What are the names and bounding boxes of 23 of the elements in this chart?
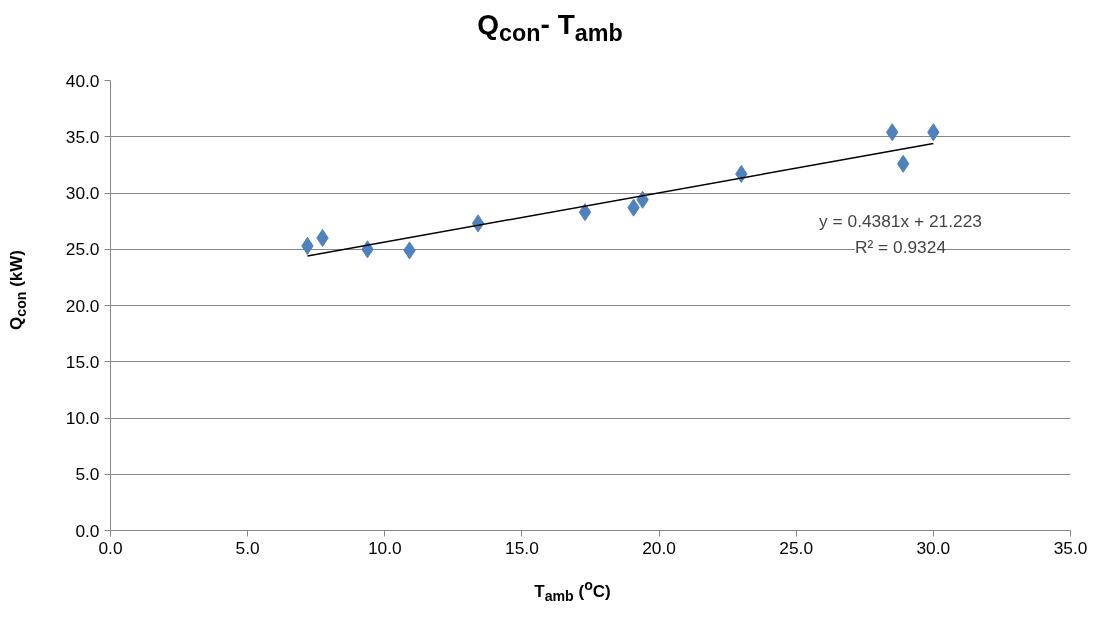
- y-tick-label: 10.0: [65, 408, 100, 428]
- chart-title: Q$_{con}$- T$_{amb}$: [476, 8, 624, 48]
- x-axis-title: T$_{amb}$ ($^{o}$C): [533, 576, 612, 607]
- x-tick-label: 15.0: [505, 537, 539, 558]
- x-tick-label: 25.0: [779, 537, 814, 558]
- x-tick-label: 5.0: [235, 537, 260, 558]
- y-tick-label: 5.0: [75, 464, 100, 485]
- x-tick-label: 10.0: [367, 537, 402, 558]
- x-tick-label: 0.0: [98, 537, 123, 558]
- x-tick-label: 20.0: [642, 537, 676, 558]
- y-tick-label: 20.0: [65, 295, 100, 316]
- annotation: R² = 0.9324: [854, 236, 947, 257]
- point: [316, 229, 329, 247]
- y-tick-label: 40.0: [65, 70, 100, 91]
- y-tick-label: 0.0: [75, 520, 100, 541]
- y-tick-label: 15.0: [65, 351, 100, 372]
- x-tick-label: 35.0: [1053, 537, 1088, 558]
- y-tick-label: 35.0: [65, 126, 100, 147]
- y-tick-label: 25.0: [65, 239, 100, 260]
- y-tick-label: 30.0: [65, 183, 100, 203]
- annotation: y = 0.4381x + 21.223: [819, 210, 982, 231]
- x-tick-label: 30.0: [916, 537, 951, 558]
- point: [578, 203, 592, 222]
